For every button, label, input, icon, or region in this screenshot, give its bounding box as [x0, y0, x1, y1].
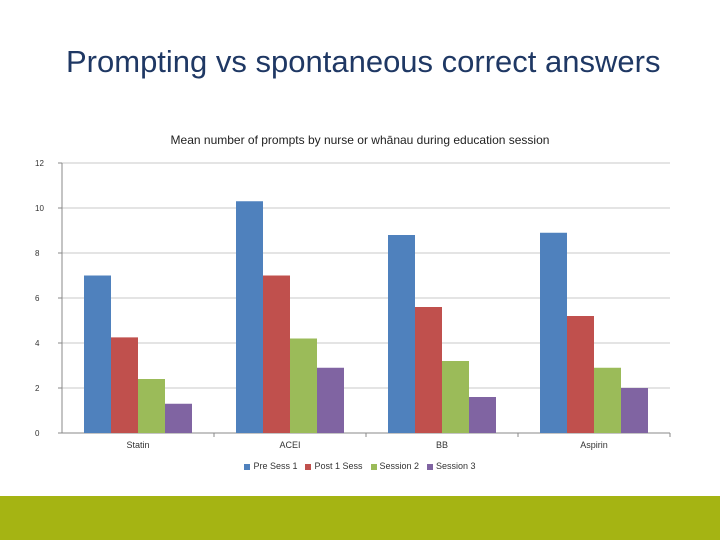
footer-band — [0, 496, 720, 540]
bar — [138, 379, 165, 433]
x-tick-label: Aspirin — [580, 440, 608, 450]
bar — [236, 201, 263, 433]
bar — [388, 235, 415, 433]
legend-label: Session 3 — [436, 461, 476, 471]
bar — [621, 388, 648, 433]
bar — [594, 367, 621, 433]
legend-item: Post 1 Sess — [305, 461, 363, 471]
bar — [469, 397, 496, 433]
bar — [111, 337, 138, 433]
y-tick-label: 0 — [35, 429, 40, 438]
y-tick-label: 12 — [35, 159, 44, 168]
slide-title: Prompting vs spontaneous correct answers — [66, 44, 661, 79]
x-tick-label: Statin — [126, 440, 149, 450]
bars — [84, 201, 648, 433]
legend-swatch — [305, 463, 312, 470]
legend-label: Session 2 — [379, 461, 420, 471]
bar-chart: 0 2 4 6 8 10 12 Statin ACEI BB Aspirin — [35, 159, 671, 450]
legend-swatch — [244, 463, 251, 470]
bar — [263, 275, 290, 433]
legend-item: Session 3 — [427, 461, 476, 471]
bar — [317, 367, 344, 433]
bar — [84, 275, 111, 433]
legend-label: Post 1 Sess — [314, 461, 363, 471]
bar — [290, 338, 317, 433]
legend-label: Pre Sess 1 — [253, 461, 298, 471]
chart-title: Mean number of prompts by nurse or whāna… — [170, 133, 550, 147]
bar — [415, 307, 442, 433]
bar — [540, 232, 567, 433]
tick-labels: 0 2 4 6 8 10 12 Statin ACEI BB Aspirin — [35, 159, 608, 450]
legend-item: Pre Sess 1 — [244, 461, 297, 471]
x-tick-label: BB — [436, 440, 448, 450]
y-tick-label: 10 — [35, 204, 44, 213]
y-tick-label: 8 — [35, 249, 40, 258]
legend: Pre Sess 1 Post 1 Sess Session 2 Session 3 — [0, 461, 720, 471]
bar — [567, 316, 594, 433]
legend-swatch — [370, 463, 377, 470]
y-tick-label: 4 — [35, 339, 40, 348]
legend-item: Session 2 — [370, 461, 420, 471]
x-tick-label: ACEI — [279, 440, 300, 450]
bar — [165, 403, 192, 433]
bar — [442, 361, 469, 433]
y-tick-label: 2 — [35, 384, 40, 393]
y-tick-label: 6 — [35, 294, 40, 303]
legend-swatch — [427, 463, 434, 470]
